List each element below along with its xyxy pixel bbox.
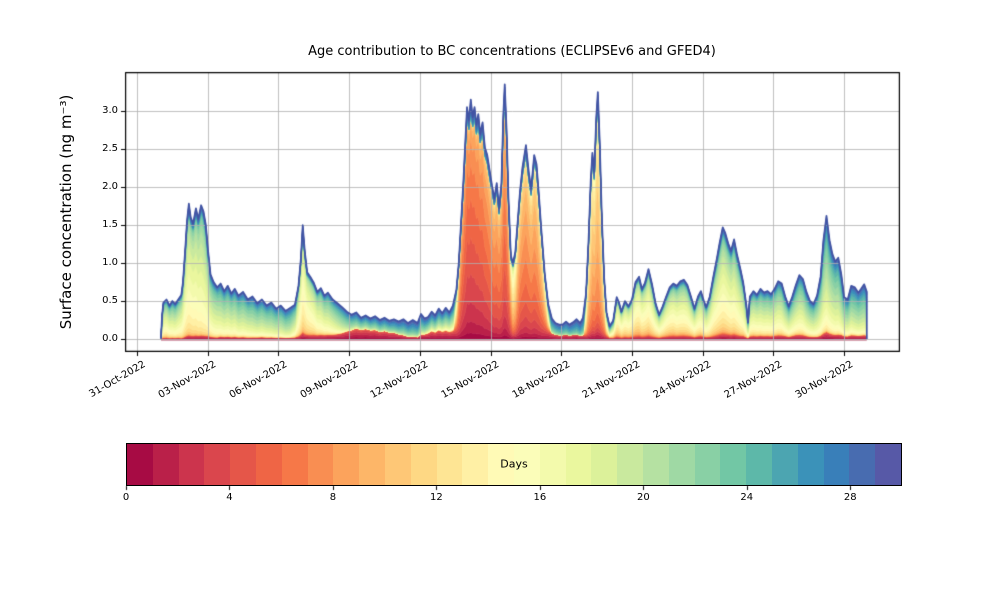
colorbar-segment bbox=[849, 444, 876, 485]
colorbar-segment bbox=[281, 444, 308, 485]
y-axis-label: Surface concentration (ng m⁻³) bbox=[57, 94, 75, 330]
colorbar-segment bbox=[359, 444, 385, 485]
colorbar-segment bbox=[694, 444, 721, 485]
colorbar-segment bbox=[152, 444, 179, 485]
colorbar-segment bbox=[230, 444, 256, 485]
colorbar-segment bbox=[204, 444, 231, 485]
colorbar-segment bbox=[565, 444, 592, 485]
colorbar-segment bbox=[720, 444, 747, 485]
colorbar-segment bbox=[513, 444, 540, 485]
colorbar-segment bbox=[875, 444, 901, 485]
y-tick-label: 0.0 bbox=[102, 333, 118, 344]
colorbar-segment bbox=[668, 444, 695, 485]
colorbar-tick-label: 20 bbox=[636, 492, 650, 503]
colorbar-segment bbox=[436, 444, 463, 485]
y-tick-label: 0.5 bbox=[102, 295, 118, 306]
colorbar-segment bbox=[307, 444, 334, 485]
y-tick-label: 1.5 bbox=[102, 218, 118, 230]
colorbar-segment bbox=[642, 444, 669, 485]
colorbar-segment bbox=[746, 444, 772, 485]
colorbar-tick-label: 16 bbox=[533, 492, 547, 503]
colorbar-tick-label: 4 bbox=[226, 492, 233, 503]
chart-title: Age contribution to BC concentrations (E… bbox=[308, 44, 716, 59]
colorbar-segment bbox=[255, 444, 282, 485]
colorbar-segment bbox=[771, 444, 798, 485]
y-tick-label: 3.0 bbox=[102, 104, 118, 116]
colorbar-segment bbox=[797, 444, 824, 485]
colorbar-label: Days bbox=[500, 457, 528, 471]
colorbar-segment bbox=[823, 444, 850, 485]
colorbar-segment bbox=[410, 444, 437, 485]
colorbar-segment bbox=[617, 444, 643, 485]
colorbar-segment bbox=[127, 444, 153, 485]
colorbar-segment bbox=[462, 444, 489, 485]
y-tick-label: 1.0 bbox=[102, 256, 118, 268]
y-tick-label: 2.0 bbox=[102, 180, 118, 192]
colorbar-tick-label: 0 bbox=[122, 492, 130, 503]
colorbar-segment bbox=[488, 444, 514, 485]
colorbar-segment bbox=[178, 444, 205, 485]
colorbar-tick-label: 8 bbox=[329, 492, 337, 503]
colorbar-segment bbox=[591, 444, 618, 485]
colorbar-tick-label: 12 bbox=[430, 492, 443, 503]
colorbar-segment bbox=[539, 444, 566, 485]
y-tick-label: 2.5 bbox=[102, 142, 118, 154]
colorbar-segment bbox=[333, 444, 360, 485]
colorbar-segment bbox=[384, 444, 411, 485]
colorbar bbox=[126, 443, 902, 486]
colorbar-tick-label: 28 bbox=[843, 492, 857, 503]
colorbar-tick-label: 24 bbox=[740, 492, 754, 503]
